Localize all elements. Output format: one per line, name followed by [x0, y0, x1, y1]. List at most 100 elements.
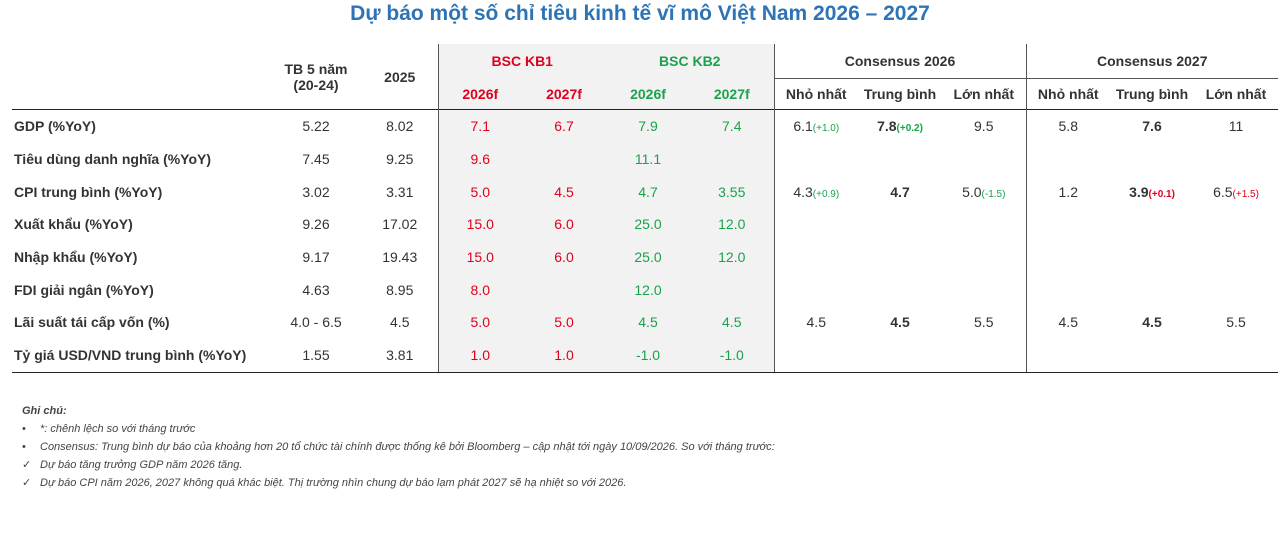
cell-y2025: 19.43: [362, 241, 438, 274]
cell-value: 4.5: [390, 314, 410, 331]
cell-y2025: 3.31: [362, 175, 438, 208]
cell-kb2-2026: 11.1: [606, 142, 690, 176]
cell-value: 9.17: [302, 249, 330, 266]
cell-value: 11: [1228, 118, 1244, 135]
cell-c27-avg: 4.5: [1110, 306, 1194, 339]
cell-kb1-2026: 5.0: [437, 306, 522, 339]
cell-kb2-2027: 7.4: [690, 109, 774, 143]
cell-c26-min: [773, 240, 858, 274]
cell-delta: (+0.2): [896, 123, 923, 135]
cell-c26-min: [773, 142, 858, 176]
cell-delta: (-1.5): [981, 188, 1006, 200]
cell-c27-max: [1194, 273, 1278, 306]
note-item: ✓ Dự báo tăng trưởng GDP năm 2026 tăng.: [22, 456, 775, 474]
note-item: ✓ Dự báo CPI năm 2026, 2027 không quá khá…: [22, 474, 775, 492]
cell-value: 8.02: [386, 118, 414, 135]
macro-forecast-table: TB 5 năm (20-24) 2025 BSC KB1 BSC KB2 Co…: [12, 44, 1278, 373]
cell-y2025: 17.02: [362, 208, 438, 241]
cell-delta: (+1.0): [812, 123, 840, 135]
cell-y2025: 4.5: [362, 306, 438, 339]
row-label: CPI trung bình (%YoY): [14, 183, 163, 200]
cell-value: 5.0: [554, 314, 574, 331]
cell-c26-min: 6.1(+1.0): [773, 109, 858, 143]
table-row: FDI giải ngân (%YoY) 4.63 8.95 8.0 12.0: [12, 273, 1278, 307]
table-body: GDP (%YoY) 5.22 8.02 7.1 6.7 7.9 7.4 6.1(+1.0) 7…: [12, 109, 1278, 373]
cell-value: 12.0: [718, 249, 746, 266]
cell-kb1-2027: 1.0: [522, 338, 606, 373]
cell-c27-avg: [1110, 241, 1194, 274]
header-2025: 2025: [384, 68, 416, 85]
cell-kb2-2027: 12.0: [690, 240, 774, 274]
cell-c26-max: 5.5: [942, 306, 1026, 339]
cell-value: 6.5: [1213, 183, 1233, 200]
cell-kb1-2027: 6.0: [522, 240, 606, 274]
table-header: TB 5 năm (20-24) 2025 BSC KB1 BSC KB2 Co…: [12, 44, 1278, 110]
cell-value: 15.0: [466, 216, 494, 233]
row-label: Tiêu dùng danh nghĩa (%YoY): [14, 151, 212, 168]
header-tb5-line1: TB 5 năm: [284, 60, 348, 77]
cell-kb1-2026: 5.0: [437, 175, 522, 209]
cell-c26-avg: [858, 143, 942, 176]
cell-c27-avg: [1110, 338, 1194, 373]
cell-tb5: 3.02: [270, 175, 362, 208]
row-label: GDP (%YoY): [14, 118, 96, 135]
cell-value: 25.0: [634, 249, 662, 266]
cell-c26-max: 9.5: [942, 110, 1026, 143]
cell-value: 4.3: [793, 183, 813, 200]
cell-kb2-2026: 12.0: [606, 273, 690, 307]
cell-c26-min: [773, 338, 858, 373]
cell-value: 8.95: [386, 281, 414, 298]
cell-kb2-2027: -1.0: [690, 338, 774, 373]
cell-c26-avg: 4.5: [858, 306, 942, 339]
cell-value: 12.0: [634, 281, 662, 298]
cell-c26-min: [773, 208, 858, 241]
cell-kb2-2026: 25.0: [606, 208, 690, 241]
header-c26-max: Lớn nhất: [953, 86, 1015, 102]
cell-value: 3.31: [386, 183, 414, 200]
header-consensus-2026: Consensus 2026: [773, 44, 1026, 79]
cell-kb2-2027: 3.55: [690, 175, 774, 209]
check-icon: ✓: [22, 477, 32, 489]
cell-kb1-2027: [522, 273, 606, 307]
cell-y2025: 3.81: [362, 338, 438, 373]
cell-value: 4.63: [302, 281, 330, 298]
cell-c26-avg: 4.7: [858, 175, 942, 208]
cell-delta: (+0.9): [812, 188, 840, 200]
notes-list: • *: chênh lệch so với tháng trước • Consen…: [22, 420, 775, 492]
header-c27-min: Nhỏ nhất: [1025, 78, 1110, 110]
table-row: Lãi suất tái cấp vốn (%) 4.0 - 6.5 4.5 5.0 5…: [12, 306, 1278, 339]
cell-y2025: 8.95: [362, 273, 438, 306]
cell-value: 5.0: [470, 314, 490, 331]
cell-c27-max: 6.5(+1.5): [1194, 175, 1278, 208]
header-bsc-kb2: BSC KB2: [606, 44, 774, 79]
cell-value: -1.0: [719, 347, 744, 364]
cell-value: 3.81: [386, 347, 414, 364]
notes: Ghi chú: • *: chênh lệch so với tháng trư…: [22, 402, 775, 492]
cell-tb5: 1.55: [270, 338, 362, 373]
cell-value: 19.43: [382, 249, 418, 266]
cell-value: 1.0: [554, 347, 574, 364]
cell-value: 7.9: [638, 118, 658, 135]
cell-kb2-2026: 7.9: [606, 109, 690, 143]
cell-c27-max: [1194, 241, 1278, 274]
row-label: Xuất khẩu (%YoY): [14, 216, 133, 233]
header-c27-avg: Trung bình: [1115, 86, 1189, 102]
cell-c26-max: [942, 208, 1026, 241]
cell-value: 5.8: [1058, 118, 1078, 135]
check-icon: ✓: [22, 459, 32, 471]
cell-value: 4.5: [1142, 314, 1162, 331]
cell-c27-avg: [1110, 273, 1194, 306]
cell-c26-avg: [858, 241, 942, 274]
table-row: Nhập khẩu (%YoY) 9.17 19.43 15.0 6.0 25.0 12.0: [12, 240, 1278, 274]
header-consensus-2027: Consensus 2027: [1025, 44, 1278, 79]
table-row: GDP (%YoY) 5.22 8.02 7.1 6.7 7.9 7.4 6.1(+1.0) 7…: [12, 109, 1278, 143]
cell-value: 3.55: [718, 183, 746, 200]
cell-c27-avg: [1110, 143, 1194, 176]
row-label: FDI giải ngân (%YoY): [14, 281, 154, 298]
table-row: CPI trung bình (%YoY) 3.02 3.31 5.0 4.5 4.7 3.…: [12, 175, 1278, 209]
cell-value: 4.5: [722, 314, 742, 331]
cell-c27-avg: 3.9(+0.1): [1110, 175, 1194, 208]
cell-value: 5.5: [974, 314, 994, 331]
cell-value: 4.7: [890, 183, 910, 200]
header-tb5: TB 5 năm (20-24): [270, 44, 362, 110]
